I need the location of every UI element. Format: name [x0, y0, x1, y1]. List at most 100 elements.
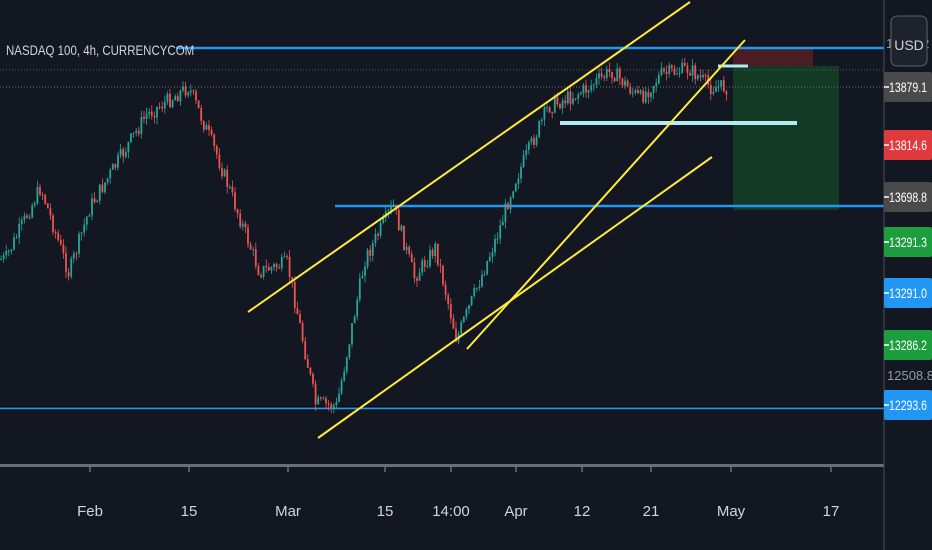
x-tick-label: 15	[181, 503, 198, 520]
candle-body	[553, 96, 556, 113]
candle-body	[7, 250, 10, 252]
candle-body	[314, 383, 317, 405]
candle-body	[561, 100, 564, 109]
candle-body	[335, 401, 338, 405]
candle-body	[616, 68, 619, 82]
currency-badge[interactable]	[890, 15, 928, 67]
candle-body	[132, 132, 135, 134]
candle-body	[122, 149, 125, 157]
candle-body	[408, 246, 411, 254]
candle-body	[218, 154, 221, 169]
candle-body	[182, 86, 184, 91]
candle-body	[379, 222, 382, 236]
candle-body	[681, 62, 684, 73]
y-tick-label: 1	[886, 36, 893, 51]
candle-body	[413, 262, 416, 279]
candle-body	[114, 164, 117, 168]
candle-body	[312, 373, 314, 384]
candle-body	[501, 221, 504, 226]
candle-body	[665, 71, 668, 74]
candle-body	[18, 223, 21, 238]
candle-body	[577, 94, 580, 99]
candle-body	[725, 91, 728, 95]
trendline[interactable]	[317, 156, 713, 439]
candle-body	[293, 281, 296, 309]
price-badge-label: 13879.1	[889, 79, 927, 95]
candle-body	[481, 274, 483, 287]
candle-body	[608, 69, 611, 72]
candle-body	[317, 397, 320, 405]
candle-body	[192, 90, 195, 92]
candle-body	[488, 256, 491, 261]
candle-body	[85, 216, 88, 225]
candle-body	[135, 130, 138, 133]
candle-body	[20, 219, 23, 224]
candle-body	[572, 98, 574, 104]
candle-body	[600, 73, 603, 77]
candle-body	[309, 367, 312, 374]
chart-title: NASDAQ 100, 4h, CURRENCYCOM	[6, 42, 195, 58]
candle-body	[291, 277, 294, 282]
candle-body	[70, 258, 73, 277]
candle-body	[691, 65, 694, 76]
candle-body	[239, 213, 242, 227]
candle-body	[5, 250, 8, 256]
candle-body	[288, 256, 291, 278]
candle-body	[720, 80, 723, 87]
candle-body	[530, 138, 533, 143]
candle-body	[486, 260, 489, 275]
candle-body	[72, 253, 75, 259]
candle-body	[460, 322, 463, 334]
candle-body	[374, 233, 377, 243]
candle-body	[205, 125, 208, 130]
trendlines[interactable]	[247, 1, 746, 439]
candle-body	[403, 225, 405, 251]
candle-body	[538, 120, 541, 137]
candle-body	[221, 168, 223, 177]
x-axis-separator	[0, 464, 884, 467]
horizontal-lines[interactable]	[0, 46, 884, 410]
candle-body	[559, 103, 561, 109]
candle-body	[416, 278, 418, 281]
trendline[interactable]	[247, 1, 691, 313]
candle-body	[119, 149, 122, 156]
candle-body	[249, 244, 252, 250]
trendline[interactable]	[466, 39, 746, 350]
candle-body	[556, 96, 559, 104]
price-badge	[884, 278, 932, 308]
candle-body	[624, 80, 626, 86]
candle-body	[371, 242, 374, 256]
candle-body	[543, 107, 546, 120]
candle-body	[499, 225, 502, 239]
candle-body	[595, 78, 598, 85]
candle-body	[223, 169, 226, 177]
candle-body	[639, 90, 642, 94]
x-tick-label: May	[717, 503, 746, 520]
candle-body	[712, 91, 715, 94]
candle-body	[423, 260, 426, 267]
candle-body	[262, 266, 265, 278]
candle-body	[585, 85, 587, 93]
candle-body	[722, 80, 725, 92]
candle-body	[449, 303, 452, 319]
candle-body	[57, 232, 60, 241]
candle-body	[447, 294, 450, 304]
candle-body	[715, 87, 717, 92]
candle-body	[247, 227, 249, 245]
candle-body	[657, 74, 660, 84]
candle-body	[717, 86, 720, 88]
candle-body	[582, 85, 585, 94]
candle-body	[598, 73, 600, 79]
candle-body	[475, 288, 478, 290]
candle-body	[169, 93, 171, 108]
candle-body	[397, 209, 400, 231]
candle-body	[208, 125, 210, 130]
price-badge-label: 13814.6	[889, 137, 927, 153]
candle-body	[187, 92, 190, 96]
candle-body	[252, 249, 255, 251]
candle-body	[244, 223, 247, 228]
candle-body	[280, 256, 283, 269]
price-badge	[884, 72, 932, 102]
candle-body	[200, 108, 203, 121]
